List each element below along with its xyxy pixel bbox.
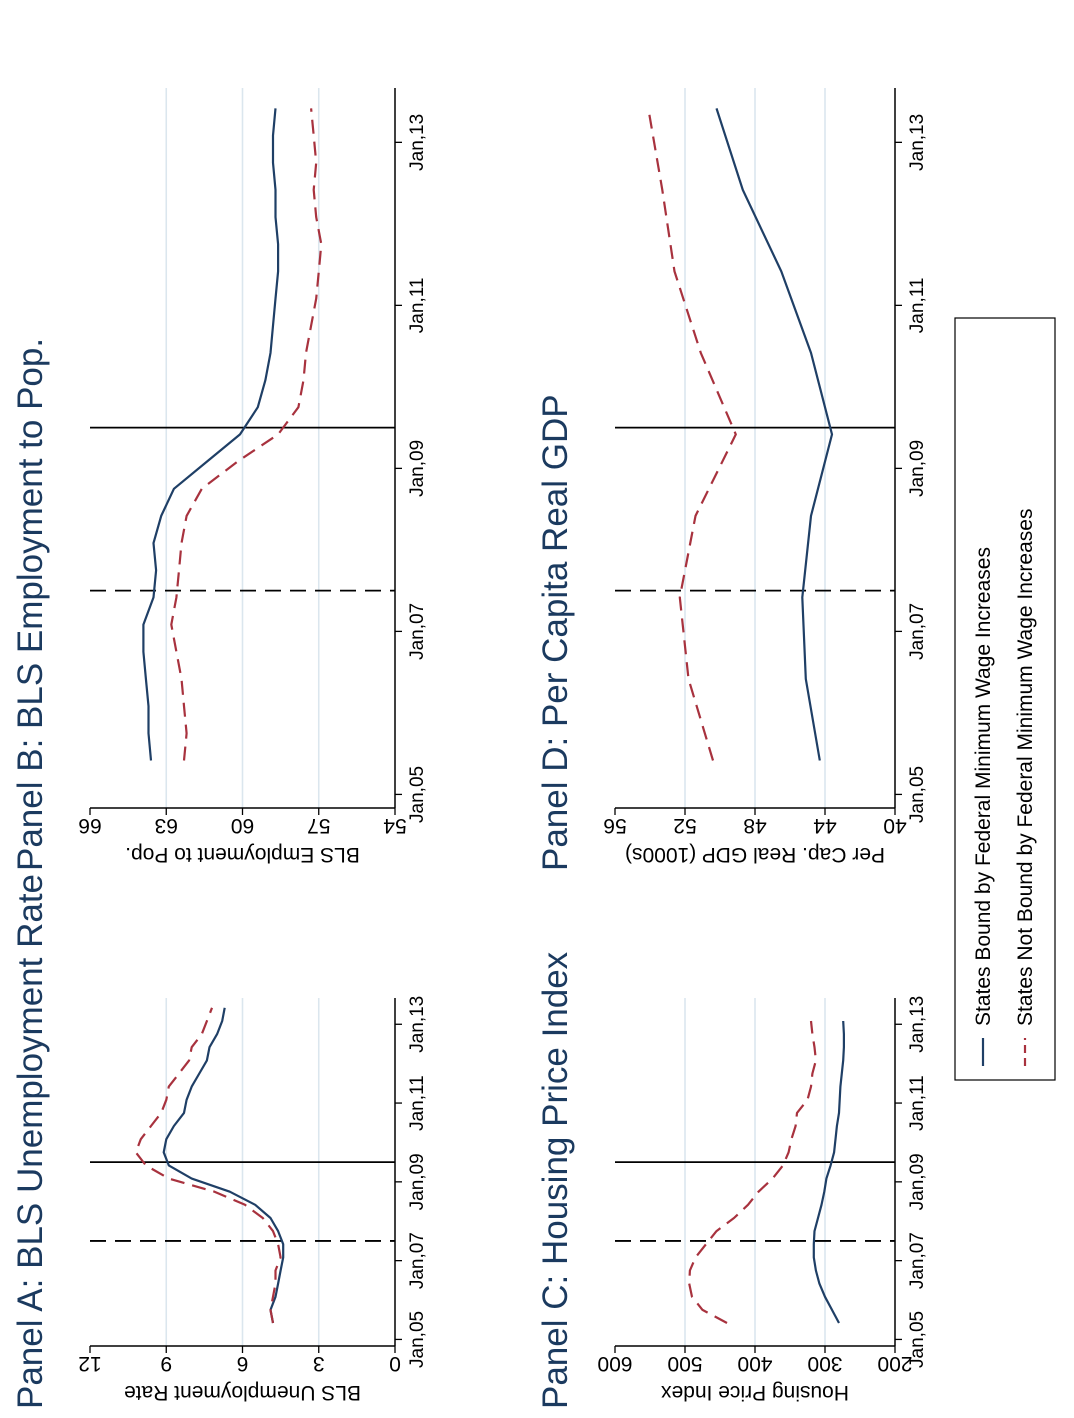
panel-b-y-tick-label: 66 xyxy=(78,814,101,837)
panel-d-series-not-bound xyxy=(647,108,737,761)
panel-c-y-tick-label: 600 xyxy=(597,1352,632,1375)
panel-a: Panel A: BLS Unemployment Rate 0 3 6 9 12 BLS … xyxy=(11,874,428,1409)
panel-b-title: Panel B: BLS Employment to Pop. xyxy=(11,338,50,871)
panel-c-x-tick-label: Jan,13 xyxy=(907,996,928,1053)
panel-b-x-tick-label: Jan,11 xyxy=(407,278,428,334)
panel-b-x-tick-label: Jan,09 xyxy=(407,440,428,497)
panel-a-x-tick-label: Jan,09 xyxy=(407,1153,428,1210)
panel-d-x-tick-label: Jan,11 xyxy=(907,278,928,334)
panel-a-y-tick-label: 9 xyxy=(160,1352,172,1375)
panel-c-x-tick-label: Jan,09 xyxy=(907,1153,928,1210)
panel-c-y-tick-label: 400 xyxy=(737,1352,772,1375)
panel-d-x-tick-label: Jan,05 xyxy=(907,766,928,823)
panel-d-series-bound xyxy=(715,108,834,761)
panel-b-series-not-bound xyxy=(170,108,323,761)
panel-c-x-tick-label: Jan,11 xyxy=(907,1075,928,1131)
legend-label-not-bound: States Not Bound by Federal Minimum Wage… xyxy=(1014,509,1037,1026)
panel-a-y-tick-label: 6 xyxy=(237,1352,249,1375)
legend-label-bound: States Bound by Federal Minimum Wage Inc… xyxy=(972,547,995,1026)
panel-b-x-tick-label: Jan,13 xyxy=(407,114,428,171)
panel-a-x-tick-label: Jan,07 xyxy=(407,1232,428,1289)
legend-box xyxy=(954,317,1056,1081)
panel-d-x-tick-label: Jan,09 xyxy=(907,440,928,497)
panel-c-x-tick-label: Jan,07 xyxy=(907,1232,928,1289)
panel-a-series-not-bound xyxy=(134,1007,282,1324)
panel-d-title: Panel D: Per Capita Real GDP xyxy=(536,394,575,871)
panel-d-x-tick-label: Jan,13 xyxy=(907,114,928,171)
panel-b-y-axis-label: BLS Employment to Pop. xyxy=(125,843,360,866)
panel-a-y-tick-label: 12 xyxy=(78,1352,101,1375)
panel-c-x-tick-label: Jan,05 xyxy=(907,1311,928,1368)
panel-b-x-tick-label: Jan,07 xyxy=(407,603,428,660)
panel-c-series-bound xyxy=(812,1020,846,1324)
panel-d-y-tick-label: 44 xyxy=(813,814,837,837)
panel-a-x-tick-label: Jan,05 xyxy=(407,1311,428,1368)
panel-d-y-tick-label: 56 xyxy=(603,814,626,837)
panel-a-x-tick-label: Jan,11 xyxy=(407,1075,428,1131)
panel-d-y-axis-label: Per Cap. Real GDP (1000s) xyxy=(625,843,885,866)
panel-c: Panel C: Housing Price Index 200 300 400 500… xyxy=(536,951,928,1409)
panel-b-y-tick-label: 63 xyxy=(155,814,178,837)
panel-b-y-tick-label: 57 xyxy=(307,814,330,837)
panel-c-y-tick-label: 200 xyxy=(877,1352,912,1375)
panel-a-y-tick-label: 3 xyxy=(313,1352,325,1375)
panel-a-y-tick-label: 0 xyxy=(389,1352,401,1375)
panel-d-y-tick-label: 52 xyxy=(673,814,696,837)
legend: States Bound by Federal Minimum Wage Inc… xyxy=(954,317,1056,1081)
panel-d-x-tick-label: Jan,07 xyxy=(907,603,928,660)
panel-d: Panel D: Per Capita Real GDP 40 44 48 52 56 Pe… xyxy=(536,88,928,871)
panel-b-series-bound xyxy=(142,108,280,761)
panel-a-series-bound xyxy=(162,1007,285,1324)
panel-b-y-tick-label: 60 xyxy=(231,814,254,837)
panel-a-x-tick-label: Jan,13 xyxy=(407,996,428,1053)
panel-b-y-tick-label: 54 xyxy=(383,814,407,837)
panel-b-x-tick-label: Jan,05 xyxy=(407,766,428,823)
panel-b: Panel B: BLS Employment to Pop. 54 57 60 63 6… xyxy=(11,88,428,871)
panel-c-y-axis-label: Housing Price Index xyxy=(661,1381,849,1404)
panel-a-y-axis-label: BLS Unemployment Rate xyxy=(124,1381,361,1404)
panel-c-y-tick-label: 500 xyxy=(667,1352,702,1375)
panel-c-series-not-bound xyxy=(688,1020,818,1324)
panel-a-title: Panel A: BLS Unemployment Rate xyxy=(11,874,50,1409)
panel-c-y-tick-label: 300 xyxy=(807,1352,842,1375)
panel-c-title: Panel C: Housing Price Index xyxy=(536,951,575,1409)
panel-d-y-tick-label: 48 xyxy=(743,814,766,837)
panel-d-y-tick-label: 40 xyxy=(883,814,906,837)
